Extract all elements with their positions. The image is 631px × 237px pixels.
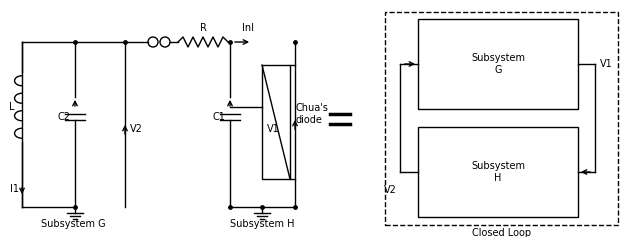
Text: L: L [8,102,14,112]
Text: Subsystem G: Subsystem G [41,219,106,229]
Text: V2: V2 [384,185,397,195]
Text: I1: I1 [10,184,19,194]
Bar [418,127,578,217]
Text: Subsystem H: Subsystem H [230,219,295,229]
Text: Chua's
diode: Chua's diode [295,103,328,125]
Text: V1: V1 [600,59,613,69]
Text: Closed Loop: Closed Loop [472,228,531,237]
Text: Subsystem
G: Subsystem G [471,53,525,75]
Text: V2: V2 [130,124,143,134]
Bar [262,65,290,179]
Text: Subsystem
H: Subsystem H [471,161,525,183]
Text: InI: InI [242,23,254,33]
Text: V1: V1 [267,124,280,134]
Text: C1: C1 [212,112,225,122]
Bar [385,12,618,225]
Text: R: R [199,23,206,33]
Bar [418,19,578,109]
Text: C2: C2 [57,112,70,122]
